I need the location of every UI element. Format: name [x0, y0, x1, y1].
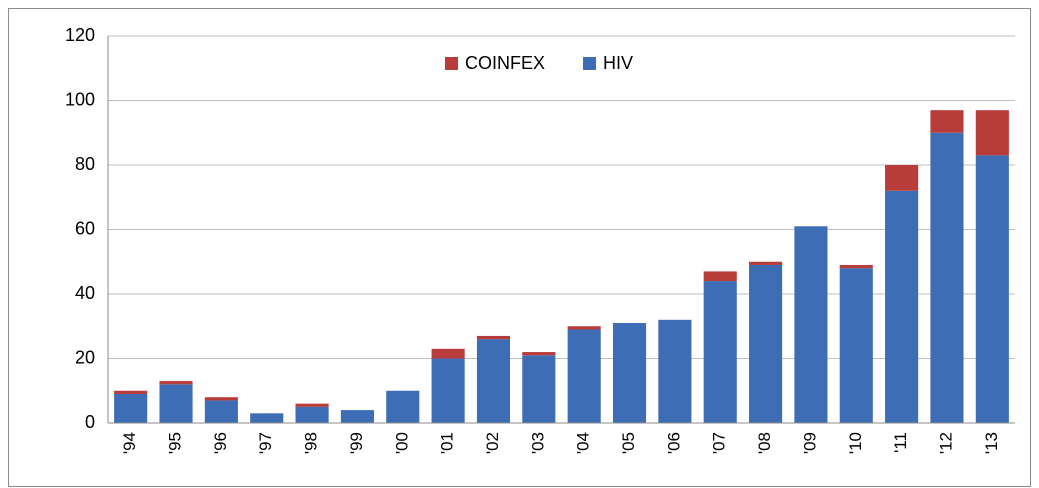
x-tick-label: '13: [982, 432, 1001, 454]
bar-segment: [975, 155, 1009, 423]
y-tick-label: 20: [75, 347, 95, 367]
y-tick-label: 120: [65, 25, 95, 45]
legend-swatch: [583, 57, 597, 70]
bar-segment: [159, 384, 193, 423]
y-tick-label: 60: [75, 218, 95, 238]
bar-segment: [930, 132, 964, 423]
y-tick-label: 80: [75, 154, 95, 174]
legend-label: COINFEX: [465, 53, 545, 73]
bar-segment: [703, 281, 737, 423]
x-tick-label: '01: [438, 432, 457, 454]
bar-segment: [250, 413, 284, 423]
bar-segment: [431, 348, 465, 359]
x-tick-label: '05: [619, 432, 638, 454]
bar-segment: [431, 358, 465, 423]
y-tick-label: 100: [65, 89, 95, 109]
bar-segment: [930, 110, 964, 133]
bar-segment: [114, 393, 148, 423]
bar-segment: [295, 403, 329, 407]
bar-segment: [885, 165, 919, 191]
bar-segment: [794, 226, 828, 423]
bar-segment: [839, 268, 873, 423]
x-tick-label: '07: [710, 432, 729, 454]
bar-segment: [340, 410, 374, 423]
bar-segment: [749, 261, 783, 265]
x-tick-label: '04: [574, 432, 593, 454]
chart-frame: [8, 8, 1031, 487]
bar-segment: [658, 319, 692, 423]
bar-segment: [476, 339, 511, 423]
bar-segment: [839, 264, 873, 269]
bar-segment: [567, 329, 601, 423]
x-tick-label: '08: [755, 432, 774, 454]
x-tick-label: '96: [211, 432, 230, 454]
bar-segment: [386, 390, 420, 423]
bar-segment: [476, 335, 511, 340]
y-tick-label: 40: [75, 283, 95, 303]
legend-label: HIV: [603, 53, 633, 73]
bar-segment: [703, 271, 737, 282]
bar-segment: [749, 264, 783, 423]
x-tick-label: '98: [302, 432, 321, 454]
x-tick-label: '12: [936, 432, 955, 454]
bar-segment: [114, 390, 148, 394]
x-tick-label: '97: [256, 432, 275, 454]
legend-swatch: [445, 57, 458, 70]
bar-segment: [522, 355, 556, 423]
bar-segment: [975, 110, 1009, 156]
bar-segment: [567, 326, 601, 330]
x-tick-label: '10: [846, 432, 865, 454]
x-tick-label: '11: [891, 432, 910, 453]
bar-segment: [204, 397, 238, 401]
bar-segment: [522, 352, 556, 356]
x-tick-label: '94: [120, 432, 139, 454]
x-tick-label: '06: [664, 432, 683, 454]
bar-segment: [885, 190, 919, 423]
x-tick-label: '03: [528, 432, 547, 454]
x-tick-label: '09: [800, 432, 819, 454]
x-tick-label: '99: [347, 432, 366, 454]
x-tick-label: '02: [483, 432, 502, 454]
bar-segment: [612, 323, 647, 423]
bar-segment: [295, 406, 329, 423]
y-tick-label: 0: [85, 412, 95, 432]
x-tick-label: '00: [392, 432, 411, 454]
bar-segment: [159, 381, 193, 385]
x-tick-label: '95: [166, 432, 185, 454]
bar-segment: [204, 400, 238, 423]
